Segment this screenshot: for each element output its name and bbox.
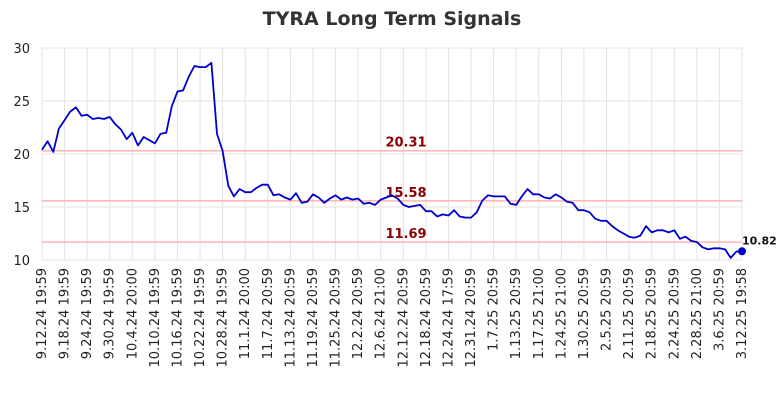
x-tick-label: 12.12.24 20:59 <box>396 268 411 368</box>
x-tick-label: 3.6.25 20:59 <box>712 268 727 351</box>
chart-title: TYRA Long Term Signals <box>263 8 522 30</box>
y-tick-label: 30 <box>13 42 30 57</box>
x-tick-label: 9.12.24 19:59 <box>35 268 50 359</box>
x-tick-label: 2.18.25 20:59 <box>645 268 660 359</box>
x-tick-label: 10.10.24 19:59 <box>148 268 163 368</box>
x-tick-label: 9.30.24 19:59 <box>103 268 118 359</box>
x-tick-label: 12.2.24 20:59 <box>351 268 366 359</box>
y-tick-label: 15 <box>13 201 30 216</box>
last-point-label: 10.82 <box>742 234 777 247</box>
x-tick-label: 2.28.25 21:00 <box>690 268 705 359</box>
x-tick-label: 11.19.24 20:59 <box>306 268 321 368</box>
signal-level-label: 20.31 <box>385 136 426 151</box>
x-tick-label: 9.18.24 19:59 <box>58 268 73 359</box>
last-point-marker <box>738 247 746 256</box>
x-tick-label: 11.13.24 20:59 <box>283 268 298 368</box>
signal-levels: 20.31 15.58 11.69 <box>42 136 742 243</box>
x-tick-label: 2.5.25 20:59 <box>600 268 615 351</box>
x-tick-label: 3.12.25 19:58 <box>735 268 750 359</box>
y-axis: 10 15 20 25 30 <box>13 42 30 269</box>
y-tick-label: 25 <box>13 95 30 110</box>
y-tick-label: 10 <box>13 254 30 269</box>
y-tick-label: 20 <box>13 148 30 163</box>
x-tick-label: 12.6.24 21:00 <box>374 268 389 359</box>
x-tick-label: 10.4.24 20:00 <box>125 268 140 359</box>
x-tick-label: 12.31.24 20:59 <box>464 268 479 368</box>
x-tick-label: 10.28.24 19:59 <box>216 268 231 368</box>
x-tick-label: 11.1.24 20:00 <box>238 268 253 359</box>
x-tick-label: 2.11.25 20:59 <box>622 268 637 359</box>
signal-level-label: 15.58 <box>385 186 426 201</box>
x-tick-label: 2.24.25 20:59 <box>667 268 682 359</box>
x-tick-label: 9.24.24 19:59 <box>80 268 95 359</box>
last-point: 10.82 <box>738 234 777 256</box>
x-tick-label: 12.18.24 20:59 <box>419 268 434 368</box>
x-tick-label: 1.17.25 21:00 <box>532 268 547 359</box>
x-tick-label: 1.24.25 21:00 <box>554 268 569 359</box>
x-tick-label: 11.25.24 20:59 <box>329 268 344 368</box>
x-tick-label: 10.22.24 19:59 <box>193 268 208 368</box>
x-tick-label: 1.30.25 20:59 <box>577 268 592 359</box>
x-axis: 9.12.24 19:59 9.18.24 19:59 9.24.24 19:59 9… <box>35 268 750 368</box>
series-line <box>41 61 743 259</box>
x-tick-label: 1.7.25 20:59 <box>487 268 502 351</box>
signal-level-label: 11.69 <box>385 227 426 242</box>
x-tick-label: 11.7.24 20:59 <box>261 268 276 359</box>
x-tick-label: 10.16.24 19:59 <box>170 268 185 368</box>
price-line <box>41 61 743 259</box>
x-tick-label: 1.13.25 20:59 <box>509 268 524 359</box>
x-tick-label: 12.24.24 17:59 <box>441 268 456 368</box>
